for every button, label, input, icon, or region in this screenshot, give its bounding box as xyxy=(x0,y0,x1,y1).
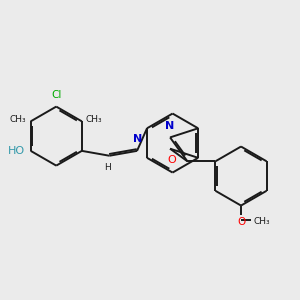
Text: N: N xyxy=(133,134,142,144)
Text: Cl: Cl xyxy=(51,90,62,100)
Text: HO: HO xyxy=(8,146,26,156)
Text: CH₃: CH₃ xyxy=(10,115,26,124)
Text: CH₃: CH₃ xyxy=(253,217,270,226)
Text: CH₃: CH₃ xyxy=(86,115,103,124)
Text: N: N xyxy=(165,121,174,131)
Text: O: O xyxy=(167,155,176,165)
Text: O: O xyxy=(238,217,246,227)
Text: H: H xyxy=(104,164,111,172)
